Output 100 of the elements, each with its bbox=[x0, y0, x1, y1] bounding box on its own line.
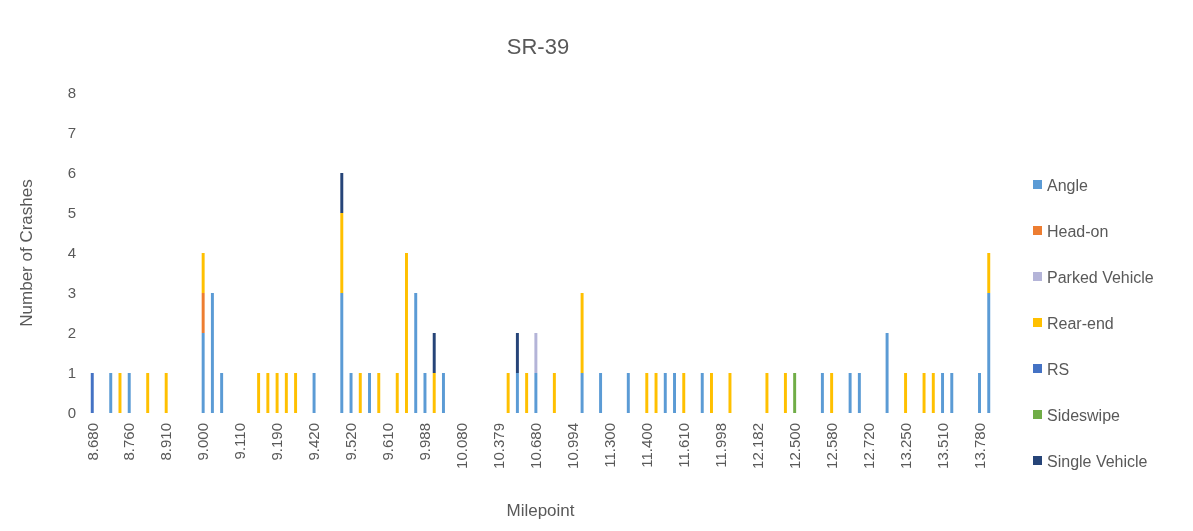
bar bbox=[266, 373, 270, 413]
bar bbox=[349, 373, 353, 413]
bar bbox=[377, 373, 381, 413]
x-tick-label: 9.190 bbox=[268, 423, 286, 461]
x-tick-label: 9.520 bbox=[342, 423, 360, 461]
bar bbox=[432, 373, 436, 413]
chart-title: SR-39 bbox=[506, 34, 570, 59]
legend-label: Single Vehicle bbox=[1047, 452, 1148, 470]
x-tick-label: 11.998 bbox=[711, 423, 729, 468]
bar bbox=[987, 293, 991, 413]
bar bbox=[340, 173, 344, 213]
bar bbox=[820, 373, 824, 413]
y-axis-title: Number of Crashes bbox=[17, 179, 36, 327]
x-tick-label: 8.680 bbox=[83, 423, 101, 461]
bar bbox=[423, 373, 427, 413]
bar bbox=[783, 373, 787, 413]
y-tick-label: 0 bbox=[67, 404, 76, 422]
legend-label: Sideswipe bbox=[1047, 406, 1121, 424]
bar bbox=[645, 373, 649, 413]
bar bbox=[663, 373, 667, 413]
bar bbox=[950, 373, 954, 413]
bar bbox=[118, 373, 122, 413]
x-tick-label: 9.110 bbox=[231, 423, 249, 460]
bar bbox=[765, 373, 769, 413]
x-tick-label: 11.610 bbox=[675, 423, 692, 468]
bar bbox=[978, 373, 981, 413]
bar bbox=[395, 373, 399, 413]
legend-label: Parked Vehicle bbox=[1047, 268, 1154, 286]
bar bbox=[405, 253, 408, 413]
x-tick-label: 12.580 bbox=[822, 423, 840, 469]
bar bbox=[848, 373, 852, 413]
bar bbox=[368, 373, 371, 413]
bar bbox=[340, 293, 344, 413]
x-tick-label: 10.379 bbox=[490, 423, 508, 469]
x-axis-title: Milepoint bbox=[506, 501, 575, 520]
bar bbox=[534, 373, 538, 413]
bar bbox=[931, 373, 935, 413]
bar bbox=[220, 373, 224, 413]
bar bbox=[552, 373, 556, 413]
bar bbox=[109, 373, 113, 413]
legend-label: Head-on bbox=[1047, 222, 1109, 240]
legend-label: Angle bbox=[1047, 176, 1089, 194]
bar bbox=[534, 333, 538, 373]
bar bbox=[275, 373, 279, 413]
bar bbox=[728, 373, 732, 413]
bar bbox=[414, 293, 418, 413]
y-tick-label: 7 bbox=[67, 124, 76, 142]
x-tick-label: 10.994 bbox=[564, 423, 582, 469]
x-tick-label: 13.250 bbox=[896, 423, 914, 469]
bar bbox=[857, 373, 861, 413]
x-tick-label: 13.510 bbox=[933, 423, 951, 469]
x-tick-label: 8.910 bbox=[157, 423, 175, 461]
bar bbox=[654, 373, 658, 413]
bar bbox=[580, 293, 584, 373]
x-tick-label: 12.720 bbox=[859, 423, 877, 469]
bar bbox=[682, 373, 686, 413]
x-tick-label: 9.000 bbox=[194, 423, 212, 461]
y-tick-label: 5 bbox=[67, 204, 76, 222]
bar bbox=[885, 333, 889, 413]
y-tick-label: 6 bbox=[67, 164, 76, 182]
y-tick-label: 3 bbox=[67, 284, 76, 302]
bar bbox=[257, 373, 261, 413]
bar bbox=[904, 373, 908, 413]
bar bbox=[340, 213, 344, 293]
x-tick-label: 11.300 bbox=[601, 423, 619, 468]
bar bbox=[90, 373, 94, 413]
bar bbox=[830, 373, 834, 413]
bar bbox=[432, 333, 436, 373]
y-tick-label: 2 bbox=[67, 324, 76, 342]
bar bbox=[506, 373, 510, 413]
bar bbox=[515, 333, 519, 373]
x-tick-label: 12.500 bbox=[785, 423, 803, 469]
bar bbox=[700, 373, 704, 413]
bar bbox=[358, 373, 362, 413]
bar bbox=[580, 373, 584, 413]
bar bbox=[599, 373, 603, 413]
bar bbox=[987, 253, 991, 293]
x-tick-label: 9.420 bbox=[305, 423, 323, 461]
bar bbox=[312, 373, 316, 413]
bar bbox=[922, 373, 926, 413]
y-tick-label: 1 bbox=[67, 364, 76, 382]
bar bbox=[294, 373, 298, 413]
bar bbox=[201, 333, 205, 413]
y-tick-label: 8 bbox=[67, 84, 76, 102]
bar bbox=[525, 373, 529, 413]
y-tick-label: 4 bbox=[67, 244, 76, 262]
x-tick-label: 11.400 bbox=[638, 423, 656, 468]
bar bbox=[710, 373, 713, 413]
x-tick-label: 10.080 bbox=[453, 423, 471, 469]
bar bbox=[941, 373, 945, 413]
bar bbox=[201, 293, 205, 333]
bar bbox=[164, 373, 168, 413]
x-tick-label: 8.760 bbox=[120, 423, 138, 461]
x-tick-label: 12.182 bbox=[748, 423, 766, 469]
bar bbox=[673, 373, 676, 413]
bar bbox=[284, 373, 288, 413]
bar bbox=[441, 373, 445, 413]
bar bbox=[626, 373, 630, 413]
bar bbox=[127, 373, 131, 413]
bar bbox=[146, 373, 150, 413]
